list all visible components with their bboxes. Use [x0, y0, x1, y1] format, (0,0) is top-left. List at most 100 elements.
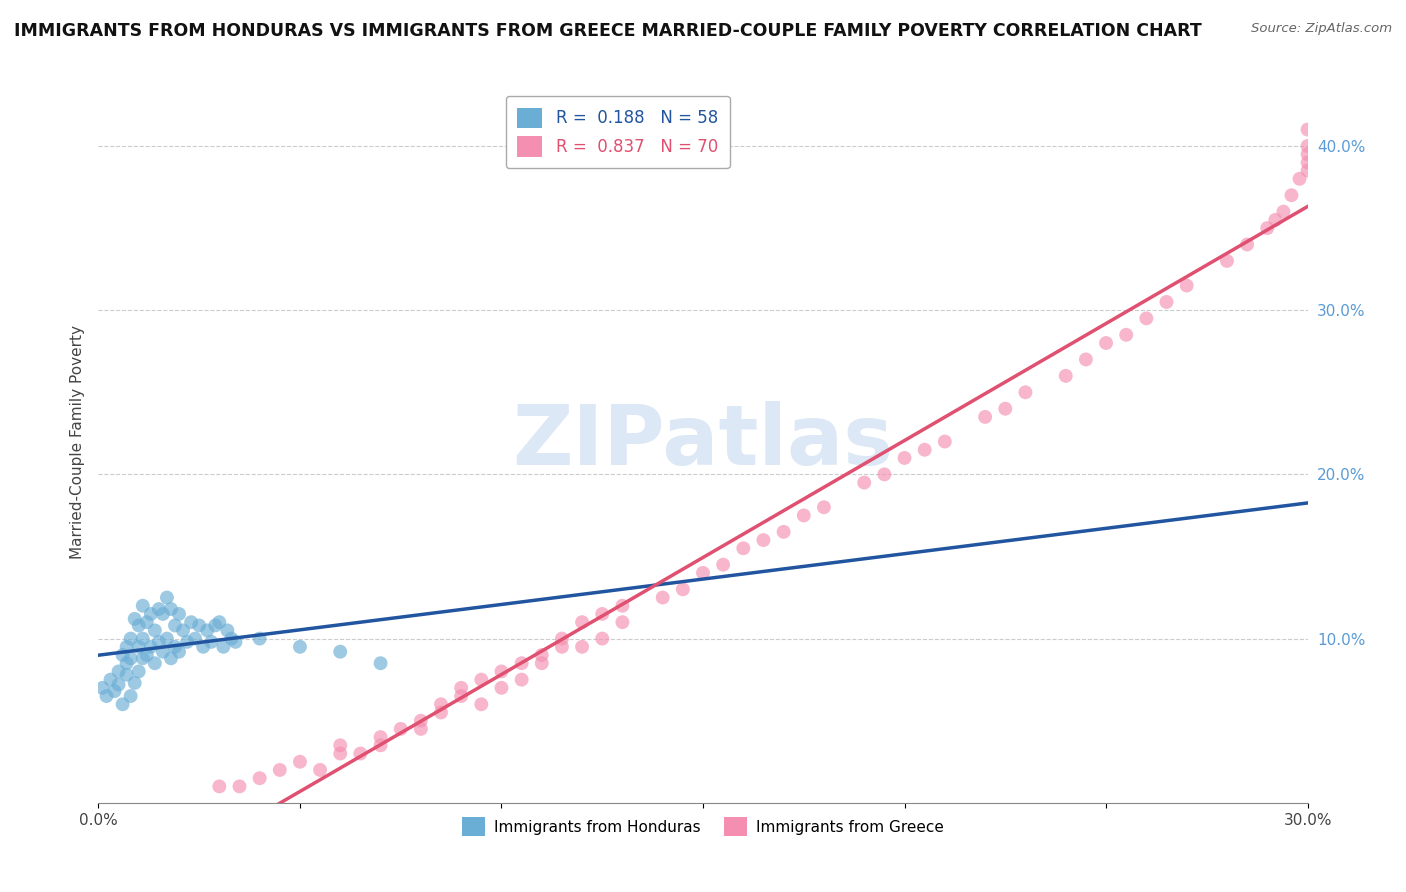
Point — [510, 657, 533, 671]
Point — [510, 673, 533, 687]
Point — [228, 780, 250, 794]
Point — [1115, 327, 1137, 342]
Point — [208, 615, 231, 630]
Point — [195, 624, 218, 638]
Point — [450, 689, 472, 703]
Point — [160, 651, 183, 665]
Point — [152, 645, 174, 659]
Point — [120, 632, 142, 646]
Point — [491, 681, 513, 695]
Point — [1074, 352, 1097, 367]
Point — [491, 665, 513, 679]
Point — [124, 612, 146, 626]
Point — [212, 640, 235, 654]
Point — [672, 582, 695, 597]
Point — [752, 533, 775, 547]
Point — [163, 618, 186, 632]
Text: Source: ZipAtlas.com: Source: ZipAtlas.com — [1251, 22, 1392, 36]
Text: IMMIGRANTS FROM HONDURAS VS IMMIGRANTS FROM GREECE MARRIED-COUPLE FAMILY POVERTY: IMMIGRANTS FROM HONDURAS VS IMMIGRANTS F… — [14, 22, 1202, 40]
Point — [1256, 221, 1278, 235]
Point — [115, 657, 138, 671]
Point — [612, 599, 634, 613]
Point — [1216, 253, 1239, 268]
Point — [1296, 163, 1319, 178]
Point — [249, 771, 271, 785]
Point — [1156, 295, 1178, 310]
Point — [139, 607, 162, 621]
Point — [107, 665, 129, 679]
Point — [1272, 204, 1295, 219]
Point — [91, 681, 114, 695]
Point — [994, 401, 1017, 416]
Point — [221, 632, 243, 646]
Point — [612, 615, 634, 630]
Point — [208, 780, 231, 794]
Point — [288, 755, 311, 769]
Point — [551, 640, 574, 654]
Point — [450, 681, 472, 695]
Point — [139, 640, 162, 654]
Point — [309, 763, 332, 777]
Point — [349, 747, 371, 761]
Point — [135, 648, 157, 662]
Point — [1014, 385, 1036, 400]
Point — [115, 640, 138, 654]
Point — [692, 566, 714, 580]
Y-axis label: Married-Couple Family Poverty: Married-Couple Family Poverty — [69, 325, 84, 558]
Point — [530, 657, 553, 671]
Point — [1281, 188, 1303, 202]
Point — [152, 607, 174, 621]
Point — [329, 747, 352, 761]
Point — [591, 607, 613, 621]
Point — [571, 615, 593, 630]
Point — [772, 524, 794, 539]
Point — [115, 667, 138, 681]
Point — [100, 673, 122, 687]
Point — [156, 591, 179, 605]
Point — [934, 434, 956, 449]
Point — [249, 632, 271, 646]
Point — [288, 640, 311, 654]
Point — [1296, 147, 1319, 161]
Point — [571, 640, 593, 654]
Point — [793, 508, 815, 523]
Point — [1135, 311, 1157, 326]
Point — [163, 640, 186, 654]
Point — [148, 602, 170, 616]
Point — [873, 467, 896, 482]
Point — [148, 635, 170, 649]
Point — [180, 615, 202, 630]
Point — [107, 677, 129, 691]
Point — [160, 602, 183, 616]
Point — [143, 657, 166, 671]
Point — [167, 645, 190, 659]
Point — [156, 632, 179, 646]
Point — [389, 722, 412, 736]
Point — [733, 541, 755, 556]
Point — [132, 632, 155, 646]
Point — [1296, 155, 1319, 169]
Point — [1296, 139, 1319, 153]
Point — [128, 640, 150, 654]
Point — [167, 607, 190, 621]
Point — [651, 591, 673, 605]
Point — [430, 698, 453, 712]
Point — [1175, 278, 1198, 293]
Point — [329, 645, 352, 659]
Point — [143, 624, 166, 638]
Point — [470, 673, 492, 687]
Point — [111, 698, 134, 712]
Point — [224, 635, 246, 649]
Point — [217, 624, 239, 638]
Point — [132, 599, 155, 613]
Point — [120, 689, 142, 703]
Point — [135, 615, 157, 630]
Point — [1296, 122, 1319, 136]
Point — [914, 442, 936, 457]
Point — [103, 684, 125, 698]
Point — [204, 618, 226, 632]
Point — [269, 763, 291, 777]
Point — [370, 730, 392, 744]
Point — [470, 698, 492, 712]
Point — [188, 618, 211, 632]
